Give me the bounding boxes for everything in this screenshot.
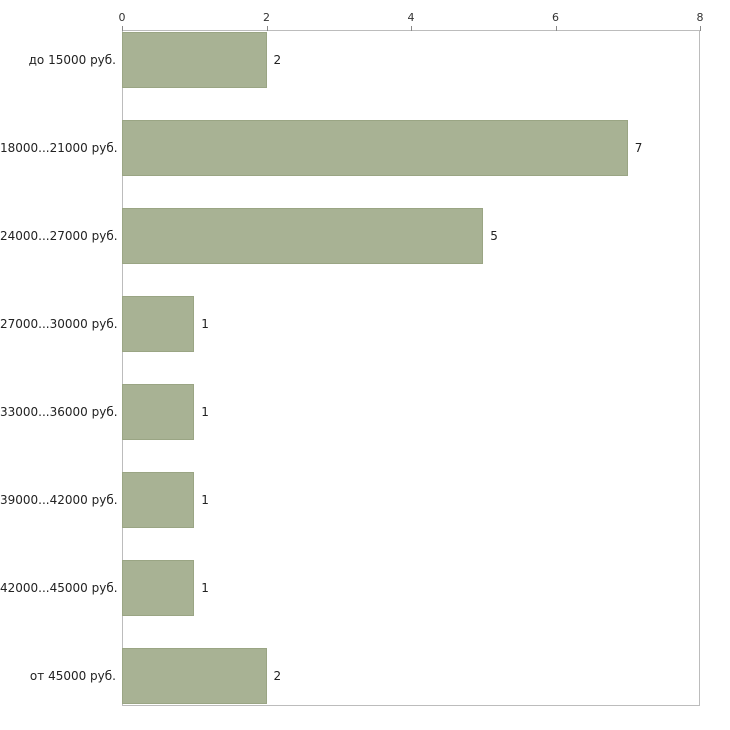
bar-value-label: 7	[634, 141, 643, 155]
category-label: 33000...36000 руб.	[0, 405, 118, 419]
bar	[122, 648, 267, 704]
x-axis-tick	[700, 26, 701, 31]
category-label: 39000...42000 руб.	[0, 493, 118, 507]
bar-value-label: 2	[273, 669, 282, 683]
category-label: 27000...30000 руб.	[0, 317, 118, 331]
bar-value-label: 1	[201, 405, 209, 419]
bar-value-label: 1	[201, 581, 209, 595]
x-axis-tick	[411, 26, 412, 31]
x-axis-tick	[122, 26, 123, 31]
x-axis-tick-label: 8	[696, 11, 704, 24]
category-label: 18000...21000 руб.	[0, 141, 118, 155]
bar-value-label: 2	[273, 53, 282, 67]
category-label: 24000...27000 руб.	[0, 229, 118, 243]
bar-value-label: 1	[201, 493, 209, 507]
bar	[122, 208, 484, 264]
x-axis-tick	[555, 26, 557, 31]
category-label: от 45000 руб.	[29, 669, 116, 683]
bar	[122, 296, 195, 352]
bar-value-label: 1	[201, 317, 209, 331]
x-axis-tick-label: 6	[552, 11, 559, 24]
bar	[122, 384, 195, 440]
bar-value-label: 5	[490, 229, 498, 243]
category-label: до 15000 руб.	[28, 53, 116, 67]
x-axis-tick	[266, 26, 268, 31]
bar	[122, 32, 267, 88]
x-axis-tick-label: 0	[118, 11, 126, 24]
x-axis-tick-label: 4	[407, 11, 415, 24]
bar	[122, 560, 195, 616]
category-label: 42000...45000 руб.	[0, 581, 118, 595]
bar	[122, 472, 195, 528]
x-axis-tick-label: 2	[263, 11, 270, 24]
bar	[122, 120, 628, 176]
